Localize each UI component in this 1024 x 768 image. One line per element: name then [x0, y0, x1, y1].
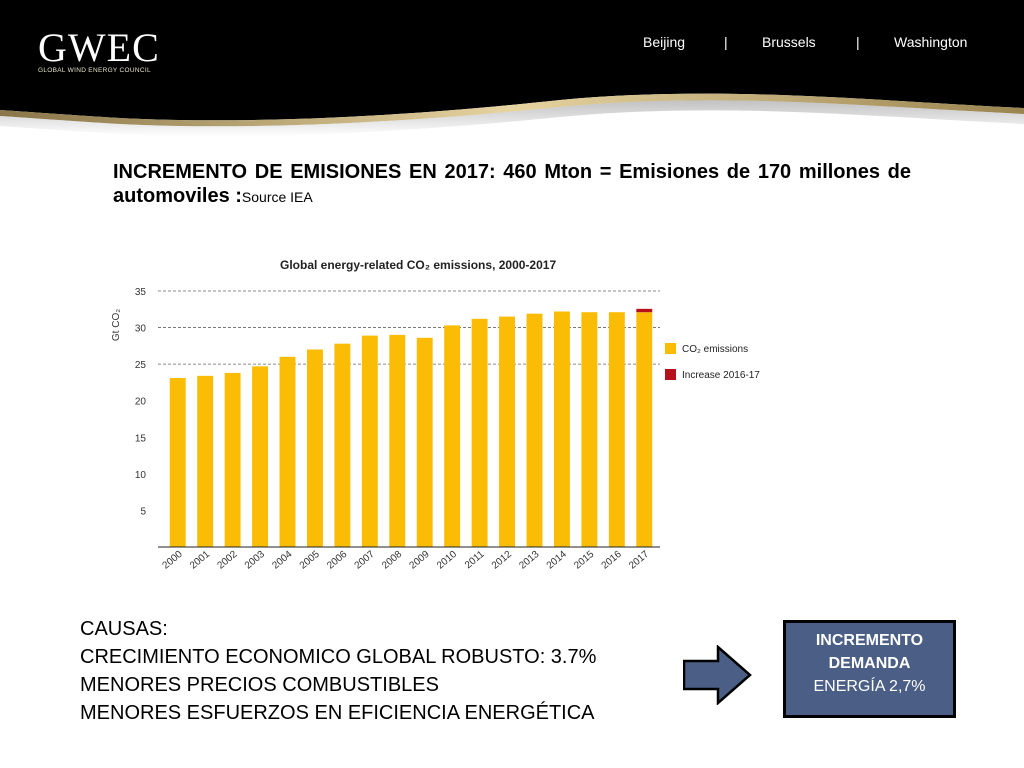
result-line-1: INCREMENTO — [815, 632, 924, 649]
x-tick-label: 2007 — [353, 549, 377, 572]
bar-2010 — [444, 325, 461, 547]
x-tick-label: 2005 — [298, 549, 322, 572]
bar-2008 — [389, 334, 406, 547]
bar-2016 — [608, 312, 625, 547]
y-tick-label: 10 — [135, 470, 147, 481]
x-tick-label: 2000 — [161, 549, 185, 572]
x-tick-label: 2014 — [545, 549, 569, 572]
bar-2012 — [499, 316, 516, 547]
y-tick-label: 20 — [135, 397, 147, 408]
bar-2006 — [334, 343, 351, 547]
nav-link-brussels[interactable]: Brussels — [762, 34, 816, 50]
cause-item: CRECIMIENTO ECONOMICO GLOBAL ROBUSTO: 3.… — [80, 646, 597, 668]
x-tick-label: 2015 — [572, 549, 596, 572]
header-wave-background — [0, 0, 1024, 137]
bar-increase-2017 — [636, 308, 653, 313]
cause-item: MENORES PRECIOS COMBUSTIBLES — [80, 674, 439, 696]
x-tick-label: 2008 — [380, 549, 404, 572]
legend-swatch — [665, 369, 676, 380]
y-tick-label: 25 — [135, 360, 147, 371]
emissions-chart-svg: Global energy-related CO₂ emissions, 200… — [111, 258, 760, 572]
nav-link-beijing[interactable]: Beijing — [643, 34, 686, 50]
headline-text: INCREMENTO DE EMISIONES EN 2017: 460 Mto… — [113, 161, 911, 207]
bar-2007 — [361, 335, 378, 547]
x-tick-label: 2011 — [463, 549, 487, 572]
x-axis-ticks: 2000 2001 2002 2003 2004 2005 2006 2007 2008 2009… — [161, 549, 652, 572]
bar-2003 — [252, 366, 269, 547]
legend-swatch — [665, 343, 676, 354]
legend-label: Increase 2016-17 — [682, 370, 760, 381]
result-line-3: ENERGÍA 2,7% — [813, 678, 926, 695]
y-tick-label: 15 — [135, 433, 147, 444]
y-tick-label: 30 — [135, 324, 147, 335]
x-tick-label: 2017 — [627, 549, 651, 572]
chart-title: Global energy-related CO₂ emissions, 200… — [280, 258, 556, 272]
bar-2009 — [416, 337, 433, 547]
y-tick-label: 35 — [135, 287, 147, 298]
headline-source: Source IEA — [241, 189, 313, 205]
legend-label: CO₂ emissions — [682, 344, 748, 355]
chart-bars — [169, 308, 653, 547]
gwec-logo[interactable]: GWEC — [38, 25, 160, 70]
bar-2011 — [471, 318, 488, 547]
bar-2000 — [169, 378, 186, 547]
bar-2013 — [526, 313, 543, 547]
x-tick-label: 2016 — [600, 549, 624, 572]
causes-heading: CAUSAS: — [80, 618, 168, 640]
chart-legend: CO₂ emissions Increase 2016-17 — [665, 343, 760, 381]
bar-2001 — [197, 375, 214, 547]
chart-gridlines — [158, 290, 660, 365]
logo-subtitle: GLOBAL WIND ENERGY COUNCIL — [38, 67, 151, 74]
x-tick-label: 2006 — [325, 549, 349, 572]
bar-2017 — [636, 312, 653, 547]
x-tick-label: 2013 — [517, 549, 541, 572]
bar-2015 — [581, 312, 598, 547]
bar-2005 — [306, 349, 323, 547]
slide-headline: INCREMENTO DE EMISIONES EN 2017: 460 Mto… — [113, 160, 911, 209]
nav-separator: | — [856, 34, 860, 50]
bar-2014 — [553, 311, 570, 547]
bar-2004 — [279, 356, 296, 547]
x-tick-label: 2004 — [270, 549, 294, 572]
y-tick-label: 5 — [140, 506, 146, 517]
causes-list: CAUSAS: CRECIMIENTO ECONOMICO GLOBAL ROB… — [80, 615, 596, 727]
y-axis-label: Gt CO₂ — [111, 309, 122, 341]
bar-2002 — [224, 372, 241, 547]
x-tick-label: 2002 — [215, 549, 239, 572]
emissions-chart: Global energy-related CO₂ emissions, 200… — [100, 245, 800, 590]
x-tick-label: 2009 — [408, 549, 432, 572]
x-tick-label: 2012 — [490, 549, 514, 572]
nav-separator: | — [724, 34, 728, 50]
x-tick-label: 2001 — [188, 549, 212, 572]
result-line-2: DEMANDA — [828, 655, 911, 672]
result-box: INCREMENTO DEMANDA ENERGÍA 2,7% — [783, 620, 956, 718]
cause-item: MENORES ESFUERZOS EN EFICIENCIA ENERGÉTI… — [80, 702, 595, 724]
x-tick-label: 2010 — [435, 549, 459, 572]
y-axis-ticks: 5 10 15 20 25 30 35 — [135, 287, 147, 517]
header-banner: GWEC GLOBAL WIND ENERGY COUNCIL Beijing … — [0, 0, 1024, 150]
right-arrow-icon — [683, 645, 752, 705]
nav-link-washington[interactable]: Washington — [894, 34, 968, 50]
x-tick-label: 2003 — [243, 549, 267, 572]
